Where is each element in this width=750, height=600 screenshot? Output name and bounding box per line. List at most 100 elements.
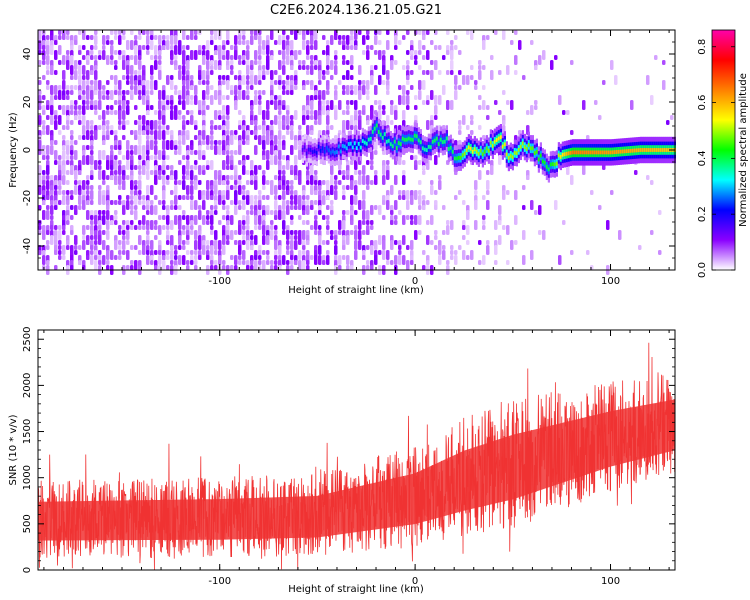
- heatmap-cell: [347, 142, 350, 146]
- heatmap-cell: [354, 160, 358, 170]
- heatmap-cell: [366, 160, 370, 165]
- heatmap-cell: [286, 240, 290, 245]
- heatmap-cell: [66, 90, 70, 95]
- heatmap-cell: [306, 180, 310, 185]
- heatmap-cell: [302, 35, 306, 40]
- heatmap-cell: [214, 200, 218, 205]
- heatmap-cell: [354, 85, 358, 95]
- heatmap-cell: [162, 215, 166, 220]
- heatmap-cell: [258, 90, 262, 95]
- heatmap-cell: [86, 120, 90, 130]
- heatmap-cell: [242, 60, 246, 65]
- heatmap-cell: [122, 75, 126, 80]
- heatmap-cell: [90, 50, 94, 55]
- heatmap-cell: [342, 90, 346, 95]
- heatmap-cell: [470, 115, 474, 120]
- heatmap-cell: [389, 142, 392, 147]
- heatmap-cell: [595, 150, 598, 155]
- heatmap-cell: [134, 35, 138, 40]
- heatmap-cell: [194, 90, 198, 95]
- heatmap-cell: [134, 60, 138, 65]
- heatmap-cell: [458, 245, 462, 250]
- heatmap-cell: [282, 145, 286, 150]
- heatmap-cell: [42, 180, 46, 185]
- heatmap-cell: [154, 220, 158, 225]
- heatmap-cell: [58, 225, 62, 230]
- heatmap-cell: [90, 175, 94, 180]
- heatmap-cell: [134, 135, 138, 140]
- heatmap-cell: [342, 220, 346, 230]
- x-tick-label: 100: [601, 276, 620, 287]
- heatmap-cell: [314, 95, 318, 100]
- heatmap-cell: [358, 240, 362, 250]
- heatmap-cell: [242, 75, 246, 85]
- heatmap-cell: [50, 190, 54, 195]
- heatmap-cell: [366, 230, 370, 235]
- heatmap-cell: [190, 230, 194, 235]
- heatmap-cell: [178, 65, 182, 70]
- heatmap-cell: [266, 160, 270, 170]
- heatmap-cell: [286, 55, 290, 65]
- heatmap-cell: [382, 50, 386, 55]
- heatmap-cell: [174, 180, 178, 185]
- heatmap-cell: [282, 185, 286, 190]
- heatmap-cell: [422, 195, 426, 200]
- heatmap-cell: [106, 205, 110, 210]
- heatmap-cell: [78, 80, 82, 85]
- heatmap-cell: [134, 210, 138, 220]
- heatmap-cell: [641, 148, 644, 152]
- heatmap-cell: [342, 110, 346, 115]
- heatmap-cell: [258, 125, 262, 130]
- heatmap-cell: [42, 210, 46, 220]
- heatmap-cell: [234, 260, 238, 265]
- heatmap-cell: [418, 215, 422, 225]
- heatmap-cell: [210, 205, 214, 210]
- heatmap-cell: [66, 30, 70, 35]
- heatmap-cell: [90, 145, 94, 150]
- heatmap-cell: [294, 50, 298, 60]
- heatmap-cell: [130, 220, 134, 225]
- heatmap-cell: [278, 105, 282, 110]
- heatmap-cell: [326, 130, 330, 135]
- heatmap-cell: [594, 100, 598, 105]
- heatmap-cell: [198, 30, 202, 35]
- heatmap-cell: [394, 110, 398, 120]
- heatmap-cell: [562, 220, 566, 225]
- heatmap-cell: [182, 90, 186, 100]
- heatmap-cell: [459, 155, 462, 160]
- heatmap-cell: [449, 145, 452, 150]
- heatmap-cell: [418, 65, 422, 70]
- heatmap-cell: [146, 255, 150, 265]
- heatmap-cell: [494, 260, 498, 265]
- heatmap-cell: [190, 150, 194, 155]
- heatmap-cell: [322, 260, 326, 265]
- heatmap-cell: [274, 100, 278, 110]
- heatmap-cell: [262, 40, 266, 50]
- heatmap-cell: [482, 65, 486, 70]
- heatmap-cell: [142, 195, 146, 200]
- heatmap-cell: [462, 250, 466, 260]
- heatmap-cell: [158, 215, 162, 220]
- heatmap-cell: [138, 170, 142, 175]
- heatmap-cell: [238, 225, 242, 235]
- heatmap-cell: [358, 200, 362, 210]
- heatmap-cell: [58, 255, 62, 260]
- heatmap-cell: [210, 40, 214, 45]
- heatmap-cell: [222, 45, 226, 50]
- heatmap-cell: [282, 220, 286, 230]
- heatmap-cell: [310, 110, 314, 115]
- heatmap-cell: [222, 115, 226, 120]
- heatmap-cell: [46, 80, 50, 85]
- heatmap-cell: [618, 230, 622, 240]
- heatmap-cell: [418, 205, 422, 210]
- heatmap-cell: [110, 250, 114, 260]
- heatmap-cell: [254, 235, 258, 245]
- heatmap-cell: [190, 50, 194, 60]
- heatmap-cell: [383, 132, 386, 137]
- heatmap-cell: [274, 135, 278, 145]
- heatmap-cell: [154, 130, 158, 140]
- heatmap-cell: [315, 150, 318, 155]
- heatmap-cell: [70, 195, 74, 200]
- heatmap-cell: [182, 240, 186, 245]
- heatmap-cell: [390, 210, 394, 215]
